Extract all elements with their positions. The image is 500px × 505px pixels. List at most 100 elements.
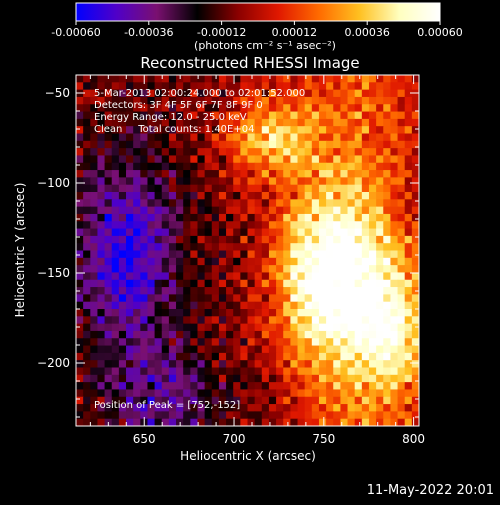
heatmap-cell <box>218 104 227 113</box>
heatmap-cell <box>90 411 99 420</box>
heatmap-cell <box>290 155 299 164</box>
heatmap-cell <box>211 338 220 347</box>
heatmap-cell <box>154 126 163 135</box>
heatmap-cell <box>326 265 334 274</box>
heatmap-cell <box>290 323 299 332</box>
heatmap-cell <box>390 250 399 259</box>
heatmap-cell <box>276 75 284 83</box>
heatmap-cell <box>211 228 220 237</box>
heatmap-cell <box>311 111 320 120</box>
heatmap-cell <box>218 162 227 171</box>
heatmap-cell <box>204 221 213 230</box>
heatmap-cell <box>290 228 299 237</box>
heatmap-cell <box>383 367 392 376</box>
heatmap-cell <box>297 133 306 142</box>
heatmap-cell <box>147 148 156 157</box>
heatmap-cell <box>376 250 384 259</box>
heatmap-cell <box>190 301 199 310</box>
heatmap-cell <box>411 418 419 426</box>
heatmap-cell <box>240 177 249 186</box>
heatmap-cell <box>247 309 256 317</box>
heatmap-cell <box>97 111 106 120</box>
heatmap-cell <box>411 411 419 420</box>
heatmap-cell <box>147 118 156 127</box>
heatmap-cell <box>97 199 106 208</box>
heatmap-cell <box>126 148 134 157</box>
heatmap-cell <box>411 118 419 127</box>
heatmap-cell <box>311 221 320 230</box>
heatmap-cell <box>376 206 384 215</box>
colorbar-tick-label-5: 0.00060 <box>417 26 463 39</box>
heatmap-cell <box>297 374 306 383</box>
plot-frame <box>75 74 420 427</box>
heatmap-cell <box>383 287 392 295</box>
heatmap-cell <box>147 374 156 383</box>
heatmap-cell <box>218 404 227 412</box>
heatmap-cell <box>104 301 113 310</box>
heatmap-cell <box>211 213 220 222</box>
heatmap-cell <box>354 82 363 91</box>
heatmap-cell <box>297 126 306 135</box>
heatmap-cell <box>111 228 120 237</box>
heatmap-cell <box>390 206 399 215</box>
heatmap-cell <box>133 374 141 383</box>
heatmap-cell <box>333 345 341 354</box>
heatmap-cell <box>404 118 413 127</box>
heatmap-cell <box>218 367 227 376</box>
heatmap-cell <box>176 257 184 266</box>
heatmap-cell <box>247 338 256 347</box>
heatmap-cell <box>226 221 234 230</box>
plot-annotations: 5-Mar-2013 02:00:24.000 to 02:01:52.000 … <box>94 88 305 411</box>
heatmap-cell <box>126 104 134 113</box>
heatmap-cell <box>211 272 220 281</box>
heatmap-cell <box>268 389 277 398</box>
heatmap-cell <box>190 323 199 332</box>
heatmap-cell <box>133 265 141 274</box>
heatmap-cell <box>76 75 84 83</box>
heatmap-cell <box>354 206 363 215</box>
heatmap-cell <box>368 367 377 376</box>
heatmap-cell <box>411 265 419 274</box>
heatmap-cell <box>240 184 249 193</box>
heatmap-cell <box>326 155 334 164</box>
heatmap-cell <box>304 374 313 383</box>
heatmap-cell <box>326 345 334 354</box>
heatmap-cell <box>90 228 99 237</box>
y-axis-label: Heliocentric Y (arcsec) <box>13 183 27 318</box>
heatmap-cell <box>390 177 399 186</box>
heatmap-cell <box>233 177 241 186</box>
heatmap-cell <box>126 199 134 208</box>
heatmap-cell <box>276 360 284 369</box>
heatmap-cell <box>276 389 284 398</box>
heatmap-cell <box>147 316 156 325</box>
heatmap-cell <box>368 184 377 193</box>
heatmap-cell <box>140 389 149 398</box>
heatmap-cell <box>218 184 227 193</box>
heatmap-cell <box>168 345 177 354</box>
heatmap-cell <box>261 294 270 303</box>
heatmap-cell <box>190 418 199 426</box>
heatmap-cell <box>154 316 163 325</box>
heatmap-cell <box>354 118 363 127</box>
heatmap-cell <box>118 316 127 325</box>
y-tick-label-neg200: −200 <box>37 356 70 370</box>
heatmap-cell <box>133 404 141 412</box>
heatmap-cell <box>97 235 106 244</box>
heatmap-cell <box>147 272 156 281</box>
heatmap-cell <box>276 213 284 222</box>
heatmap-cell <box>204 140 213 149</box>
heatmap-cell <box>304 82 313 91</box>
heatmap-cell <box>233 257 241 266</box>
heatmap-cell <box>76 89 84 98</box>
heatmap-cell <box>133 345 141 354</box>
heatmap-cell <box>204 360 213 369</box>
heatmap-cell <box>97 323 106 332</box>
heatmap-cell <box>90 82 99 91</box>
heatmap-cell <box>204 250 213 259</box>
heatmap-cell <box>83 250 91 259</box>
heatmap-cell <box>297 75 306 83</box>
heatmap-cell <box>254 330 263 339</box>
heatmap-cell <box>233 360 241 369</box>
heatmap-cell <box>183 374 191 383</box>
heatmap-cell <box>118 199 127 208</box>
